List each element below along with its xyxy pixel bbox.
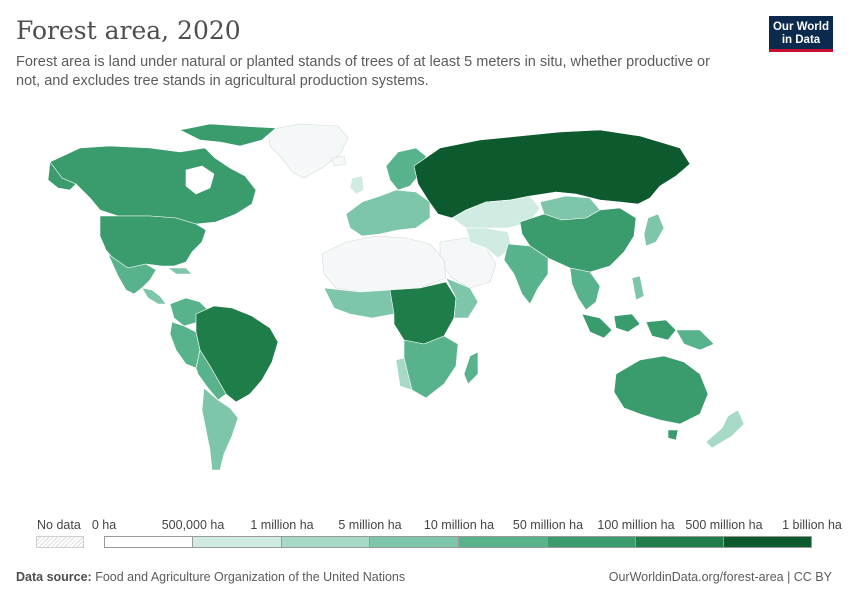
legend-tick-label: 5 million ha	[338, 518, 402, 532]
region-southern-africa[interactable]	[403, 335, 459, 399]
region-west-africa[interactable]	[323, 287, 401, 319]
legend-tick-label: 500 million ha	[685, 518, 763, 532]
region-argentina[interactable]	[201, 387, 239, 471]
legend-bin[interactable]	[459, 536, 548, 548]
color-legend: No data 0 ha 500,000 ha 1 million ha 5 mill…	[0, 516, 850, 556]
region-papua[interactable]	[675, 329, 715, 351]
region-north-africa[interactable]	[321, 235, 447, 293]
world-map[interactable]	[0, 118, 850, 478]
region-central-africa[interactable]	[389, 281, 457, 345]
region-uk[interactable]	[349, 175, 365, 195]
region-namibia[interactable]	[395, 357, 413, 391]
region-japan[interactable]	[643, 213, 665, 247]
legend-bin[interactable]	[636, 536, 724, 548]
region-indonesia[interactable]	[581, 313, 677, 341]
region-central-america[interactable]	[141, 287, 167, 305]
region-west-europe[interactable]	[345, 189, 431, 237]
region-mexico[interactable]	[107, 253, 157, 295]
legend-no-data-swatch	[36, 536, 84, 548]
region-east-africa[interactable]	[445, 277, 479, 319]
legend-bin[interactable]	[548, 536, 636, 548]
region-canada[interactable]	[49, 145, 257, 225]
legend-no-data-label: No data	[37, 518, 81, 532]
region-greenland[interactable]	[267, 123, 349, 179]
footer-source-text: Food and Agriculture Organization of the…	[95, 570, 406, 584]
region-cuba[interactable]	[167, 267, 193, 275]
region-southeast-asia[interactable]	[569, 267, 601, 311]
region-philippines[interactable]	[631, 275, 645, 301]
footer-url[interactable]: OurWorldinData.org/forest-area | CC BY	[608, 570, 832, 584]
region-india[interactable]	[503, 243, 549, 305]
region-madagascar[interactable]	[463, 351, 479, 385]
owid-logo[interactable]: Our World in Data	[769, 16, 833, 52]
region-australia[interactable]	[613, 355, 709, 425]
region-peru[interactable]	[169, 321, 201, 369]
legend-tick-label: 500,000 ha	[161, 518, 225, 532]
logo-line-2: in Data	[781, 33, 821, 46]
logo-line-1: Our World	[772, 21, 829, 33]
region-iran[interactable]	[465, 227, 513, 259]
legend-bin[interactable]	[193, 536, 282, 548]
footer-source-label: Data source:	[16, 570, 92, 584]
legend-tick-label: 100 million ha	[597, 518, 675, 532]
region-alaska[interactable]	[47, 161, 77, 191]
footer-source: Data source: Food and Agriculture Organi…	[16, 570, 405, 584]
chart-subtitle: Forest area is land under natural or pla…	[16, 54, 710, 89]
legend-tick-label: 1 billion ha	[782, 518, 842, 532]
legend-bin[interactable]	[724, 536, 812, 548]
legend-bin[interactable]	[370, 536, 459, 548]
region-tasmania[interactable]	[667, 429, 679, 441]
legend-tick-label: 50 million ha	[512, 518, 584, 532]
region-canada-arctic[interactable]	[179, 123, 277, 147]
region-iceland[interactable]	[331, 155, 347, 167]
legend-tick-label: 10 million ha	[423, 518, 495, 532]
legend-tick-label: 1 million ha	[250, 518, 314, 532]
chart-title: Forest area, 2020	[16, 16, 241, 45]
legend-bin[interactable]	[104, 536, 193, 548]
legend-bin[interactable]	[282, 536, 370, 548]
legend-tick-label: 0 ha	[91, 518, 117, 532]
region-new-zealand[interactable]	[705, 409, 745, 449]
